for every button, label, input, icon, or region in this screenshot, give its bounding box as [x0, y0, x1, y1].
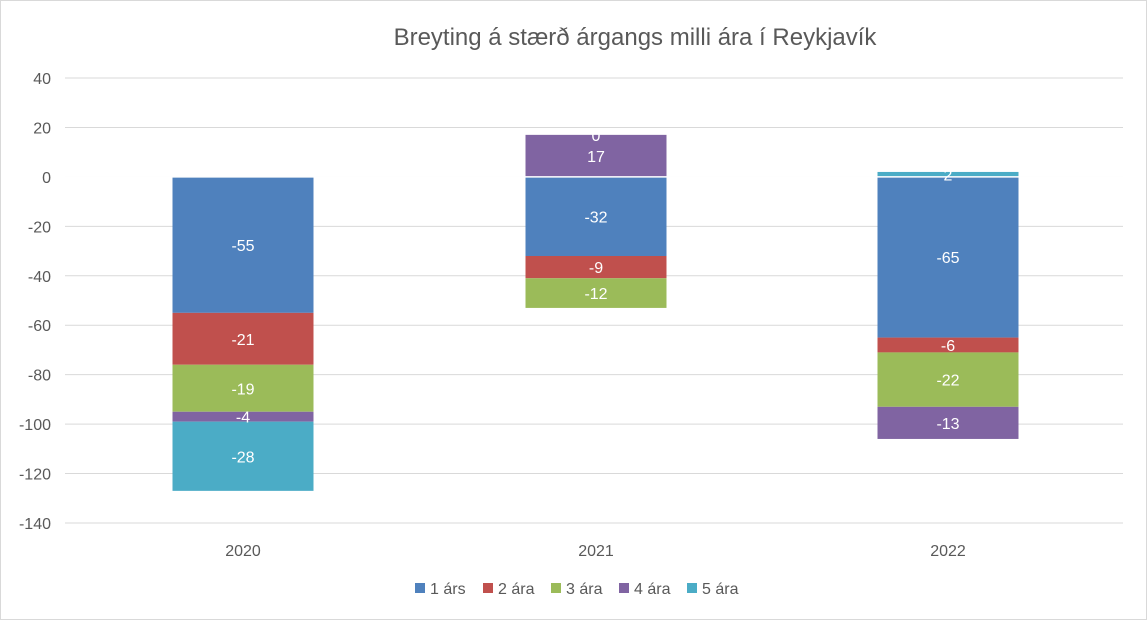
y-tick-label: -140: [19, 516, 51, 533]
data-label: -6: [941, 338, 955, 355]
y-tick-label: -60: [28, 318, 51, 335]
data-label: -9: [589, 260, 603, 277]
bar-segment: [172, 421, 314, 491]
data-label: -4: [236, 410, 250, 427]
y-tick-label: 40: [33, 71, 51, 88]
bar-segment: [172, 312, 314, 365]
legend-label: 2 ára: [498, 581, 535, 598]
bar-segment: [172, 364, 314, 412]
legend-swatch: [415, 583, 425, 593]
x-tick-label: 2021: [578, 543, 614, 560]
data-label: 0: [592, 128, 601, 145]
data-label: -55: [231, 238, 254, 255]
legend-label: 5 ára: [702, 581, 739, 598]
legend-swatch: [619, 583, 629, 593]
bar-segment: [525, 176, 667, 256]
data-label: -12: [584, 286, 607, 303]
legend-swatch: [483, 583, 493, 593]
legend-swatch: [687, 583, 697, 593]
y-axis: 40 20 0 -20 -40 -60 -80 -100 -120 -140: [19, 71, 51, 533]
y-tick-label: -80: [28, 368, 51, 385]
bar-segment: [877, 406, 1019, 439]
x-tick-label: 2020: [225, 543, 261, 560]
bar-segment: [877, 337, 1019, 353]
y-tick-label: 0: [42, 170, 51, 187]
data-label: -22: [936, 373, 959, 390]
legend-label: 4 ára: [634, 581, 671, 598]
legend-label: 1 árs: [430, 581, 466, 598]
x-axis: 2020 2021 2022: [225, 543, 966, 560]
bar-segment: [172, 176, 314, 313]
data-label: -28: [231, 449, 254, 466]
legend-swatch: [551, 583, 561, 593]
y-tick-label: 20: [33, 120, 51, 137]
bar-segment: [172, 411, 314, 422]
legend-label: 3 ára: [566, 581, 603, 598]
data-label: -21: [231, 332, 254, 349]
bar-segment: [877, 176, 1019, 338]
bars: [172, 134, 1019, 491]
data-label: -65: [936, 250, 959, 267]
bar-segment: [525, 256, 667, 279]
y-tick-label: -120: [19, 467, 51, 484]
data-label: -13: [936, 416, 959, 433]
y-tick-label: -20: [28, 219, 51, 236]
data-label: 2: [944, 167, 953, 184]
legend: 1 árs 2 ára 3 ára 4 ára 5 ára: [415, 581, 739, 598]
x-tick-label: 2022: [930, 543, 966, 560]
y-tick-label: -40: [28, 269, 51, 286]
bar-segment: [525, 134, 667, 177]
data-label: -19: [231, 381, 254, 398]
bar-segment: [877, 352, 1019, 407]
y-tick-label: -100: [19, 417, 51, 434]
chart-title: Breyting á stærð árgangs milli ára í Rey…: [394, 24, 878, 51]
data-label: -32: [584, 209, 607, 226]
data-label: 17: [587, 149, 605, 166]
bar-segment: [525, 278, 667, 308]
data-labels: -55 -21 -19 -4 -28 -32 -9 -12 17 0 -65 -6 -22 -13 2: [65, 128, 1123, 466]
bar-segment: [877, 171, 1019, 177]
